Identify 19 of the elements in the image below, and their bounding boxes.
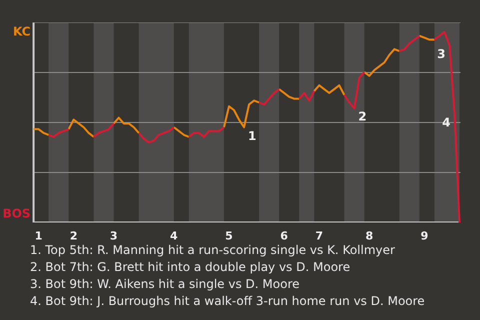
x-tick-label: 6	[280, 230, 288, 242]
text: 4. Bot 9th: J. Burroughs hit a walk-off 3-run home run vs D. Moore	[30, 294, 425, 308]
x-tick-label: 9	[420, 230, 428, 242]
x-tick-label: 1	[34, 230, 42, 242]
text: KC	[13, 24, 31, 38]
text: BOS	[2, 206, 31, 220]
annotation: 2	[358, 110, 367, 124]
x-tick-label: 2	[70, 230, 78, 242]
x-tick-label: 7	[315, 230, 324, 242]
text: 3. Bot 9th: W. Aikens hit a single vs D. Moore	[30, 277, 300, 291]
annotation: 4	[442, 115, 450, 130]
text: 1. Top 5th: R. Manning hit a run-scoring single vs K. Kollmyer	[30, 243, 395, 257]
x-tick-label: 8	[365, 230, 374, 242]
text: 2. Bot 7th: G. Brett hit into a double play vs D. Moore	[30, 260, 350, 274]
annotation: 3	[437, 46, 446, 61]
x-tick-label: 4	[170, 230, 178, 242]
annotation: 1	[248, 128, 256, 143]
x-tick-label: 3	[110, 230, 118, 242]
x-tick-label: 5	[225, 230, 233, 242]
